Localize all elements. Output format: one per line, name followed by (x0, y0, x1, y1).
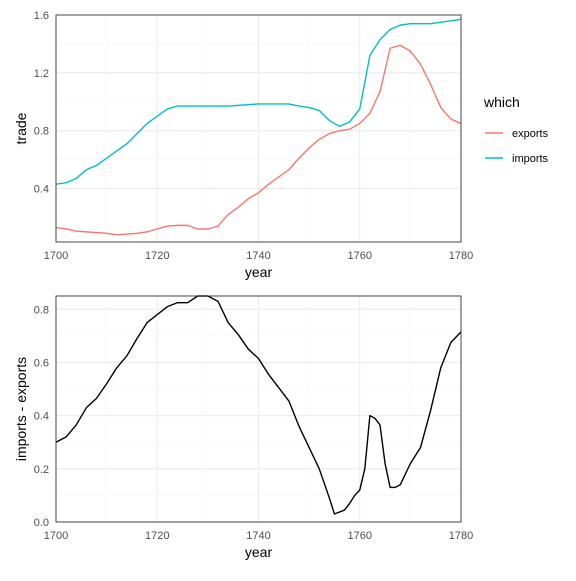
y-tick-label: 0.0 (34, 517, 49, 529)
series-line-exports (55, 44, 462, 236)
y-axis-title: trade (13, 112, 29, 144)
legend-title: which (483, 94, 520, 110)
series-line-imports (55, 18, 462, 185)
y-tick-label: 0.6 (34, 357, 49, 369)
x-tick-label: 1740 (246, 530, 270, 542)
y-tick-label: 0.4 (34, 411, 49, 423)
x-tick-label: 1700 (44, 250, 68, 262)
x-tick-label: 1720 (145, 530, 169, 542)
x-tick-label: 1760 (348, 250, 372, 262)
x-tick-label: 1780 (449, 530, 473, 542)
x-tick-label: 1740 (246, 250, 270, 262)
y-axis-title: imports - exports (13, 357, 29, 461)
y-tick-label: 1.2 (34, 68, 49, 80)
trade-line-chart: 0.4 0.8 1.2 1.6 1700 1720 1740 1760 1780 year trad… (13, 10, 549, 280)
y-tick-label: 0.8 (34, 126, 49, 138)
x-tick-label: 1760 (348, 530, 372, 542)
legend-label-imports: imports (512, 153, 549, 165)
panel-border (55, 295, 462, 523)
panel-border (55, 14, 462, 243)
x-axis-title: year (245, 264, 273, 280)
legend-label-exports: exports (512, 128, 549, 140)
imports-minus-exports-chart: 0.0 0.2 0.4 0.6 0.8 1700 1720 1740 1760 1780 year i… (13, 295, 473, 560)
series-line-difference (55, 295, 462, 515)
x-tick-label: 1780 (449, 250, 473, 262)
x-axis-title: year (245, 544, 273, 560)
y-tick-label: 0.4 (34, 184, 49, 196)
y-tick-label: 0.2 (34, 464, 49, 476)
y-tick-label: 1.6 (34, 10, 49, 22)
x-tick-label: 1720 (145, 250, 169, 262)
x-tick-label: 1700 (44, 530, 68, 542)
y-tick-label: 0.8 (34, 304, 49, 316)
